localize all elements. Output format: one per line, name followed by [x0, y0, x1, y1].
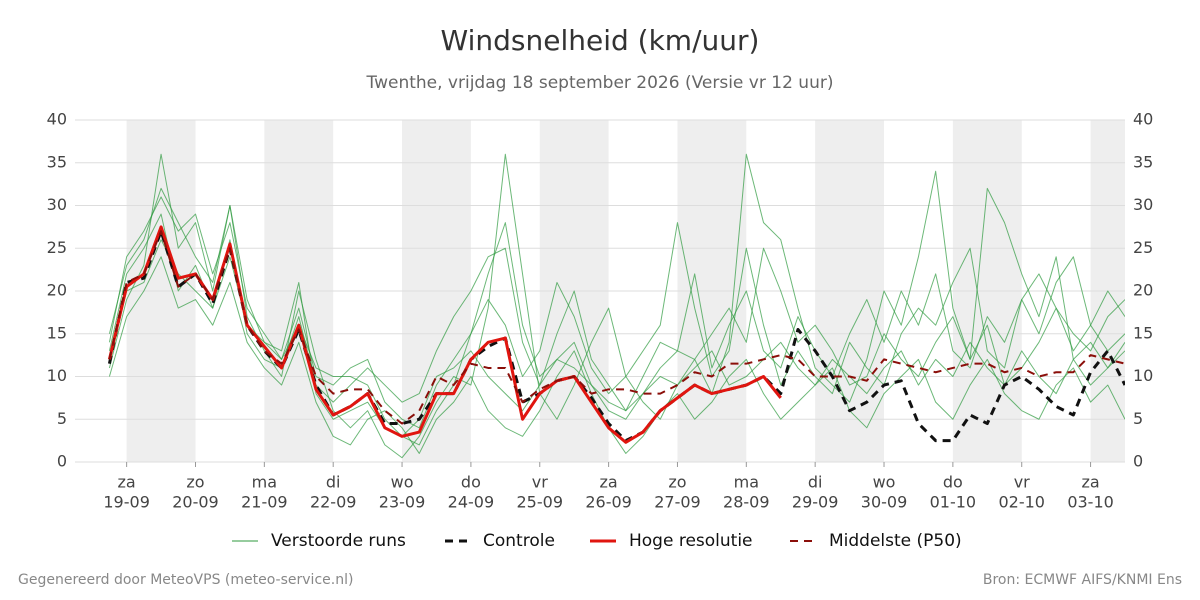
plot-area: [107, 153, 1125, 459]
source: Bron: ECMWF AIFS/KNMI Ens: [983, 572, 1182, 588]
x-tick-date: 02-10: [998, 493, 1045, 512]
y-tick-label: 30: [47, 195, 67, 214]
y2-tick-label: 25: [1133, 238, 1153, 257]
y-tick-label: 5: [57, 409, 67, 428]
y-tick-label: 40: [47, 110, 67, 129]
legend-label: Controle: [483, 531, 555, 551]
x-tick-date: 03-10: [1067, 493, 1114, 512]
ensemble-run: [108, 196, 1125, 429]
chart-title: Windsnelheid (km/uur): [441, 24, 760, 57]
x-tick-date: 25-09: [517, 493, 564, 512]
x-tick-date: 28-09: [723, 493, 770, 512]
x-tick-date: 22-09: [310, 493, 357, 512]
x-tick-date: 23-09: [379, 493, 426, 512]
ensemble-run: [108, 153, 1125, 459]
x-tick-label: vr: [532, 473, 548, 492]
x-tick-date: 24-09: [448, 493, 495, 512]
y-tick-label: 0: [57, 452, 67, 471]
y2-tick-label: 35: [1133, 152, 1153, 171]
credit: Gegenereerd door MeteoVPS (meteo-service…: [18, 572, 353, 588]
x-tick-label: za: [600, 473, 618, 492]
x-tick-label: wo: [873, 473, 896, 492]
x-tick-date: 27-09: [654, 493, 701, 512]
x-tick-label: do: [943, 473, 963, 492]
x-tick-label: ma: [734, 473, 759, 492]
x-tick-date: 01-10: [930, 493, 977, 512]
legend-label: Hoge resolutie: [629, 531, 753, 551]
y2-tick-label: 0: [1133, 452, 1143, 471]
x-tick-label: vr: [1014, 473, 1030, 492]
y2-tick-label: 10: [1133, 366, 1153, 385]
y2-tick-label: 30: [1133, 195, 1153, 214]
x-tick-label: ma: [252, 473, 277, 492]
x-tick-label: di: [326, 473, 341, 492]
y-tick-label: 25: [47, 238, 67, 257]
x-tick-label: wo: [391, 473, 414, 492]
y2-tick-label: 5: [1133, 409, 1143, 428]
y-tick-label: 10: [47, 366, 67, 385]
ensemble-run: [108, 187, 1125, 446]
x-tick-label: zo: [186, 473, 204, 492]
x-tick-label: za: [118, 473, 136, 492]
x-tick-date: 29-09: [792, 493, 839, 512]
x-tick-label: do: [461, 473, 481, 492]
legend-label: Middelste (P50): [829, 531, 962, 551]
ensemble-run: [108, 256, 1125, 454]
series-line: [108, 230, 1125, 425]
x-tick-label: zo: [668, 473, 686, 492]
ensemble-run: [108, 239, 1125, 437]
x-tick-label: di: [808, 473, 823, 492]
legend-label: Verstoorde runs: [271, 531, 406, 551]
y-tick-label: 20: [47, 281, 67, 300]
y2-tick-label: 40: [1133, 110, 1153, 129]
x-tick-date: 30-09: [861, 493, 908, 512]
x-tick-date: 21-09: [241, 493, 288, 512]
y-tick-label: 35: [47, 152, 67, 171]
y2-tick-label: 15: [1133, 323, 1153, 342]
x-tick-date: 20-09: [172, 493, 219, 512]
chart-subtitle: Twenthe, vrijdag 18 september 2026 (Vers…: [366, 73, 834, 93]
x-tick-date: 26-09: [585, 493, 632, 512]
y-tick-label: 15: [47, 323, 67, 342]
x-tick-label: za: [1081, 473, 1099, 492]
y2-tick-label: 20: [1133, 281, 1153, 300]
x-tick-date: 19-09: [103, 493, 150, 512]
